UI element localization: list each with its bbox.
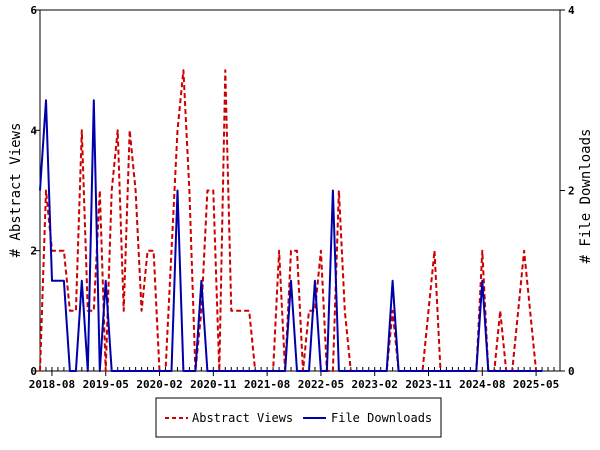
x-axis: 2018-08 2019-05 2020-02 2020-11 2021-08 2022-…: [29, 367, 561, 391]
legend-label-file-downloads: File Downloads: [331, 411, 432, 425]
x-tick-label-2025-05: 2025-05: [513, 378, 559, 391]
legend-box: [155, 397, 442, 438]
x-tick-label-2023-02: 2023-02: [352, 378, 398, 391]
x-tick-label-2019-05: 2019-05: [83, 378, 129, 391]
y-left-tick-label-6: 6: [30, 4, 37, 17]
x-tick-label-2021-08: 2021-08: [244, 378, 290, 391]
y-right-tick-label-2: 2: [568, 185, 575, 198]
x-tick-label-2024-08: 2024-08: [459, 378, 505, 391]
x-tick-label-2020-11: 2020-11: [190, 378, 237, 391]
x-tick-label-2020-02: 2020-02: [136, 378, 182, 391]
plot-area: [39, 9, 561, 372]
x-tick-label-2023-11: 2023-11: [405, 378, 452, 391]
left-axis-title: # Abstract Views: [8, 123, 24, 258]
y-left-tick-label-4: 4: [30, 124, 37, 137]
legend: Abstract Views File Downloads: [155, 397, 442, 438]
y-left-tick-label-2: 2: [30, 245, 37, 258]
left-y-axis: 0 2 4 6: [30, 4, 40, 378]
x-tick-label-2022-05: 2022-05: [298, 378, 344, 391]
y-right-tick-label-0: 0: [568, 365, 575, 378]
y-left-tick-label-0: 0: [30, 365, 37, 378]
series-layer: [39, 69, 543, 372]
right-axis-title: # File Downloads: [578, 129, 594, 264]
legend-label-abstract-views: Abstract Views: [192, 411, 293, 425]
x-tick-label-2018-08: 2018-08: [29, 378, 75, 391]
y-right-tick-label-4: 4: [568, 4, 575, 17]
right-y-axis: 0 2 4: [560, 4, 575, 378]
series-line-file-downloads: [39, 99, 543, 372]
